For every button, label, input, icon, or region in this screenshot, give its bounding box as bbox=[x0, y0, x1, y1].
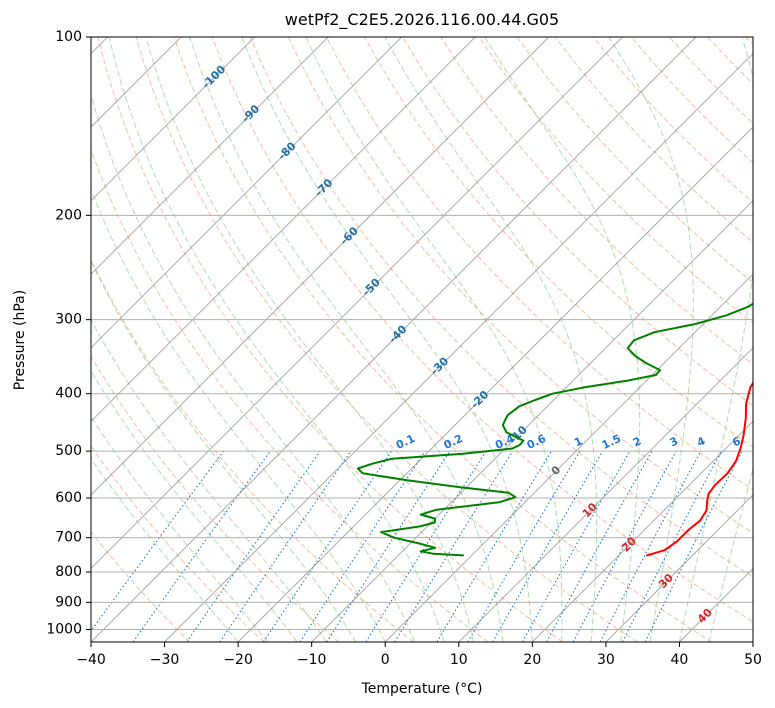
mixing-ratio-line bbox=[91, 450, 224, 632]
temperature-profile bbox=[645, 381, 753, 557]
isotherm bbox=[531, 420, 753, 642]
moist-adiabat bbox=[91, 457, 239, 642]
moist-adiabat bbox=[91, 415, 268, 642]
mixing-ratio-line bbox=[219, 450, 352, 642]
background-lines bbox=[91, 37, 753, 642]
dry-adiabat bbox=[97, 37, 563, 642]
isotherm bbox=[91, 37, 697, 642]
moist-adiabat bbox=[384, 37, 598, 642]
y-tick-label: 1000 bbox=[46, 621, 82, 637]
isotherm bbox=[91, 37, 550, 496]
y-tick-label: 900 bbox=[55, 594, 82, 610]
isotherm bbox=[384, 273, 753, 642]
moist-adiabat bbox=[305, 37, 563, 642]
y-tick-label: 600 bbox=[55, 490, 82, 506]
isotherm bbox=[91, 37, 623, 570]
moist-adiabat bbox=[484, 37, 641, 642]
y-tick-label: 300 bbox=[55, 312, 82, 328]
sounding-series bbox=[356, 302, 753, 557]
mixing-ratio-line bbox=[299, 450, 426, 642]
moist-adiabat bbox=[241, 37, 533, 642]
x-tick-label: −30 bbox=[150, 652, 180, 668]
mixing-ratio-line bbox=[572, 450, 677, 642]
dry-adiabat bbox=[91, 355, 340, 642]
x-tick-label: −10 bbox=[297, 652, 327, 668]
isotherm bbox=[605, 494, 753, 642]
dry-adiabat bbox=[211, 37, 753, 623]
x-tick-label: 10 bbox=[450, 652, 468, 668]
dry-adiabat bbox=[402, 37, 753, 407]
mixing-ratio-line bbox=[394, 450, 514, 642]
dry-adiabat bbox=[91, 445, 265, 642]
dry-adiabat bbox=[91, 148, 489, 642]
y-tick-label: 400 bbox=[55, 386, 82, 402]
chart-title: wetPf2_C2E5.2026.116.00.44.G05 bbox=[285, 10, 559, 30]
x-tick-label: −40 bbox=[76, 652, 106, 668]
mixing-ratio-line bbox=[546, 450, 653, 642]
dry-adiabat bbox=[135, 37, 638, 642]
mixing-ratio-line bbox=[132, 450, 271, 642]
y-tick-label: 500 bbox=[55, 443, 82, 459]
x-axis-label: Temperature (°C) bbox=[361, 681, 483, 697]
x-axis-ticks: −40 −30 −20 −10 0 10 20 30 40 50 bbox=[76, 642, 762, 668]
mixing-ratio-line bbox=[186, 450, 321, 642]
y-axis-label: Pressure (hPa) bbox=[12, 290, 28, 390]
y-tick-label: 200 bbox=[55, 207, 82, 223]
isotherm bbox=[91, 37, 403, 349]
mixing-ratio-line bbox=[522, 450, 631, 642]
dewpoint-profile bbox=[356, 302, 753, 557]
isotherm bbox=[164, 52, 753, 642]
isotherm bbox=[237, 126, 753, 642]
isotherm bbox=[91, 37, 329, 275]
dry-adiabat bbox=[516, 37, 753, 284]
y-axis-ticks: 100 200 300 400 500 600 700 800 900 1000 bbox=[46, 29, 91, 637]
isotherm bbox=[91, 37, 256, 202]
x-tick-label: 50 bbox=[744, 652, 762, 668]
x-tick-label: −20 bbox=[223, 652, 253, 668]
mixing-ratio-line bbox=[326, 450, 451, 642]
y-tick-label: 800 bbox=[55, 564, 82, 580]
y-tick-label: 100 bbox=[55, 29, 82, 45]
moist-adiabat bbox=[91, 188, 386, 642]
moist-adiabat bbox=[608, 37, 694, 642]
plot-frame bbox=[90, 36, 754, 643]
x-tick-label: 20 bbox=[523, 652, 541, 668]
y-tick-label: 700 bbox=[55, 530, 82, 546]
moist-adiabat bbox=[108, 37, 445, 642]
x-tick-label: 30 bbox=[597, 652, 615, 668]
dry-adiabat bbox=[478, 37, 753, 324]
isotherm bbox=[91, 37, 476, 423]
mixing-ratio-line bbox=[644, 450, 743, 642]
moist-adiabat bbox=[91, 369, 298, 642]
mixing-ratio-line bbox=[263, 450, 392, 642]
x-tick-label: 40 bbox=[671, 652, 689, 668]
isotherm bbox=[458, 347, 753, 642]
dry-adiabat bbox=[91, 531, 191, 642]
dry-adiabat bbox=[326, 37, 753, 491]
dry-adiabat bbox=[249, 37, 753, 578]
moist-adiabat bbox=[145, 37, 474, 642]
moist-adiabat bbox=[91, 259, 357, 642]
x-tick-label: 0 bbox=[381, 652, 390, 668]
